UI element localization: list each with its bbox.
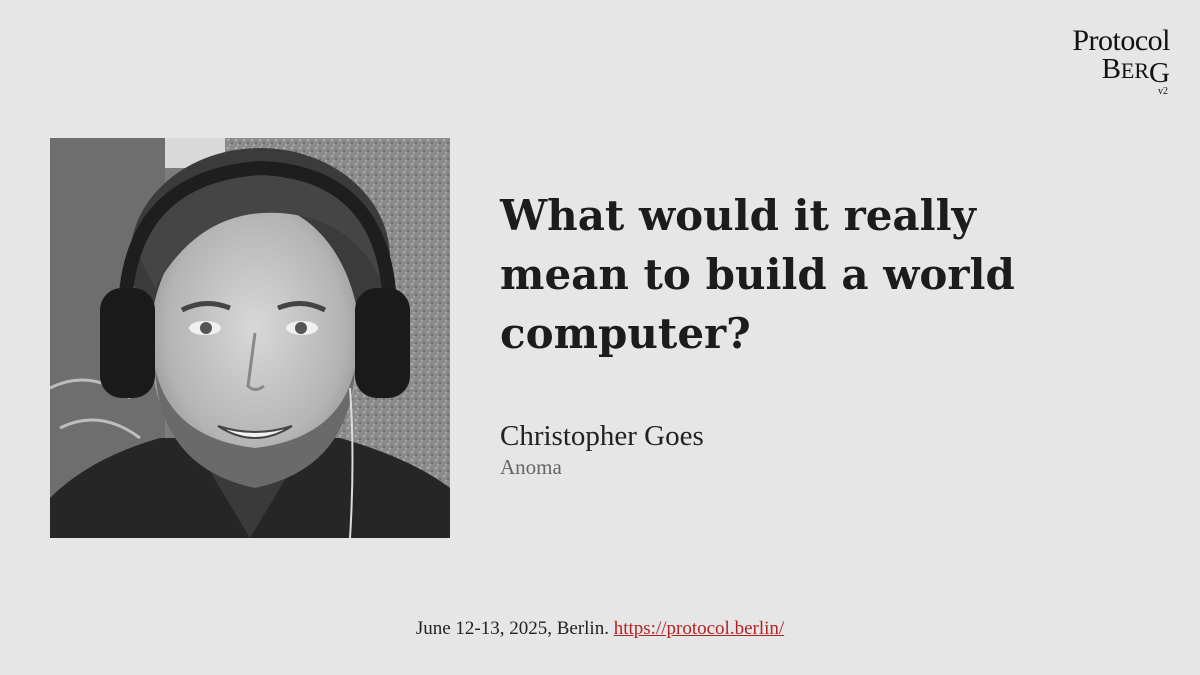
logo-letter-b: B xyxy=(1101,53,1121,85)
talk-title-line-2: mean to build a world xyxy=(500,250,1015,299)
event-date-location: June 12-13, 2025, Berlin. xyxy=(415,618,609,639)
talk-title: What would it really mean to build a wor… xyxy=(500,186,1100,363)
event-website-link[interactable]: https://protocol.berlin/ xyxy=(613,618,785,639)
speaker-portrait-image xyxy=(50,138,450,538)
logo-berg-word: BERG xyxy=(1102,54,1170,89)
logo-protocol-word: Protocol xyxy=(1072,24,1170,57)
speaker-organization: Anoma xyxy=(500,455,562,479)
speaker-photo xyxy=(50,138,450,538)
talk-title-line-1: What would it really xyxy=(500,191,976,240)
logo-letter-g: G xyxy=(1149,57,1170,89)
protocol-berg-logo: Protocol BERG v2 xyxy=(1040,26,1170,102)
logo-version: v2 xyxy=(1158,86,1168,97)
event-footer: June 12-13, 2025, Berlin. https://protoc… xyxy=(0,618,1200,640)
talk-title-line-3: computer? xyxy=(500,309,751,358)
logo-letters-er: ER xyxy=(1120,58,1150,83)
speaker-name: Christopher Goes xyxy=(500,420,704,452)
